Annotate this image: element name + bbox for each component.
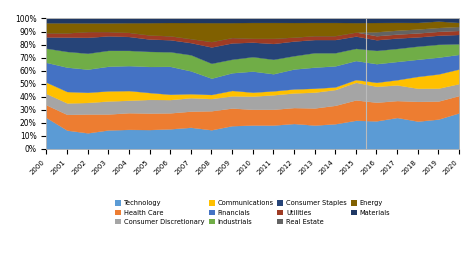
Legend: Technology, Health Care, Consumer Discretionary, Communications, Financials, Ind: Technology, Health Care, Consumer Discre… [114,199,392,226]
